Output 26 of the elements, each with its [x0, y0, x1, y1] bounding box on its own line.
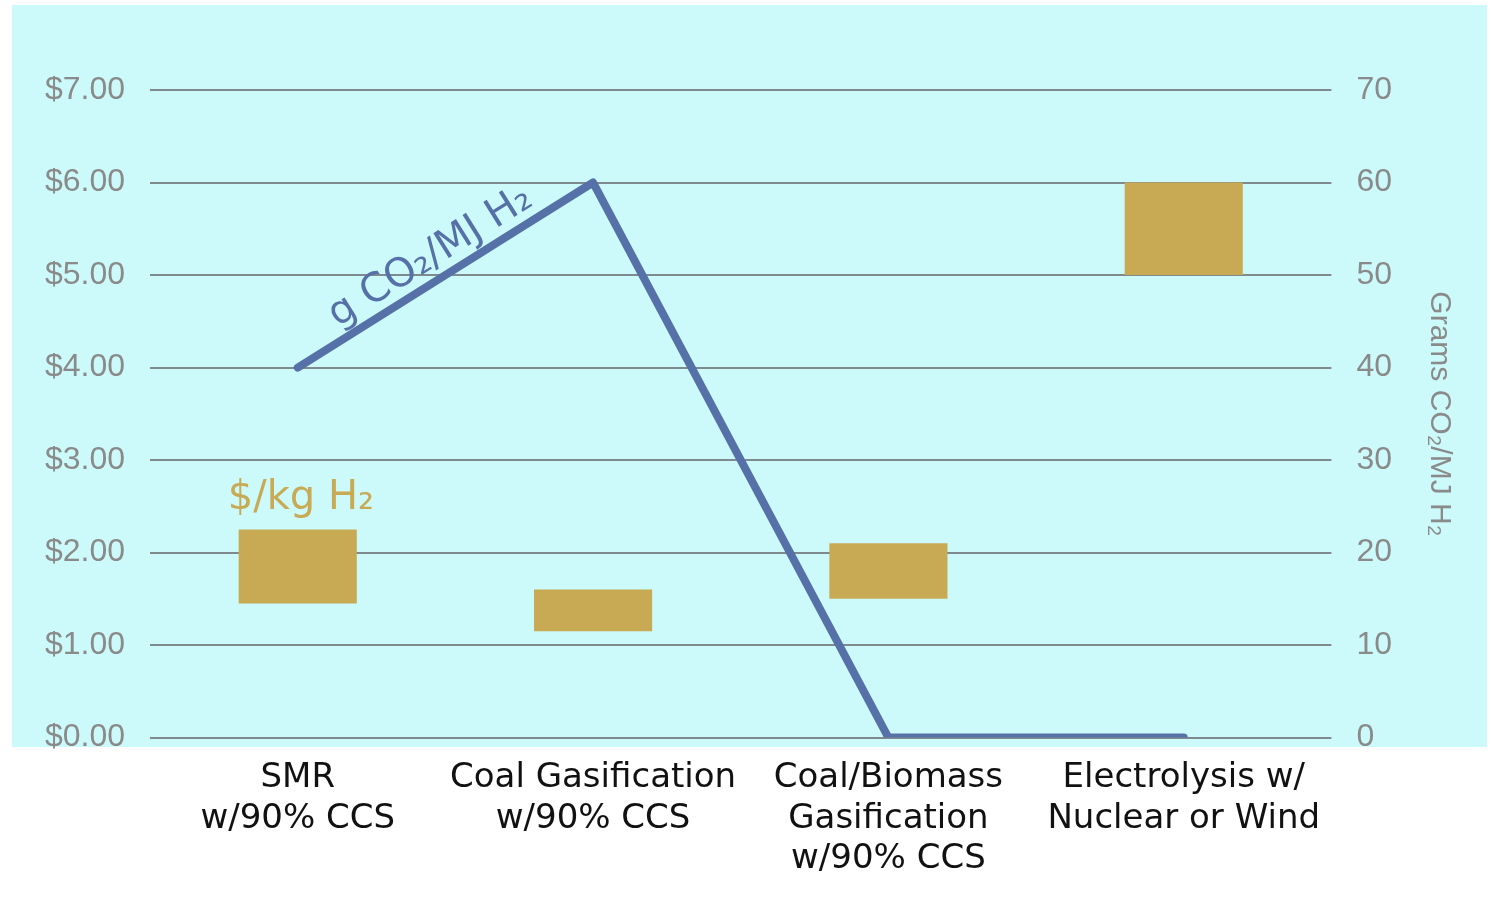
y2-tick-label: 0: [1356, 717, 1375, 754]
y2-tick-label: 10: [1356, 624, 1392, 661]
y2-tick-label: 20: [1356, 532, 1392, 569]
x-tick-label: Coal Gasification w/90% CCS: [450, 754, 737, 836]
y-tick-label: $3.00: [45, 439, 126, 476]
y2-axis-title: Grams CO₂/MJ H₂: [1424, 291, 1458, 537]
bar: [829, 543, 948, 599]
y-tick-label: $4.00: [45, 347, 126, 384]
y2-tick-label: 60: [1356, 162, 1392, 199]
x-tick-label: Electrolysis w/ Nuclear or Wind: [1047, 754, 1321, 836]
bar: [534, 589, 653, 632]
y-tick-label: $7.00: [45, 69, 126, 106]
series-label: $/kg H₂: [227, 472, 375, 519]
x-tick-label: Coal/Biomass Gasification w/90% CCS: [773, 754, 1004, 877]
bar: [238, 529, 357, 604]
y2-tick-label: 50: [1356, 254, 1392, 291]
y-tick-label: $2.00: [45, 532, 126, 569]
y-tick-label: $1.00: [45, 624, 126, 661]
y2-tick-label: 70: [1356, 69, 1392, 106]
bar: [1124, 182, 1243, 276]
y-tick-label: $6.00: [45, 162, 126, 199]
y2-tick-label: 30: [1356, 439, 1392, 476]
y2-tick-label: 40: [1356, 347, 1392, 384]
x-tick-label: SMR w/90% CCS: [200, 754, 396, 836]
y-tick-label: $0.00: [45, 717, 126, 754]
y-tick-label: $5.00: [45, 254, 126, 291]
